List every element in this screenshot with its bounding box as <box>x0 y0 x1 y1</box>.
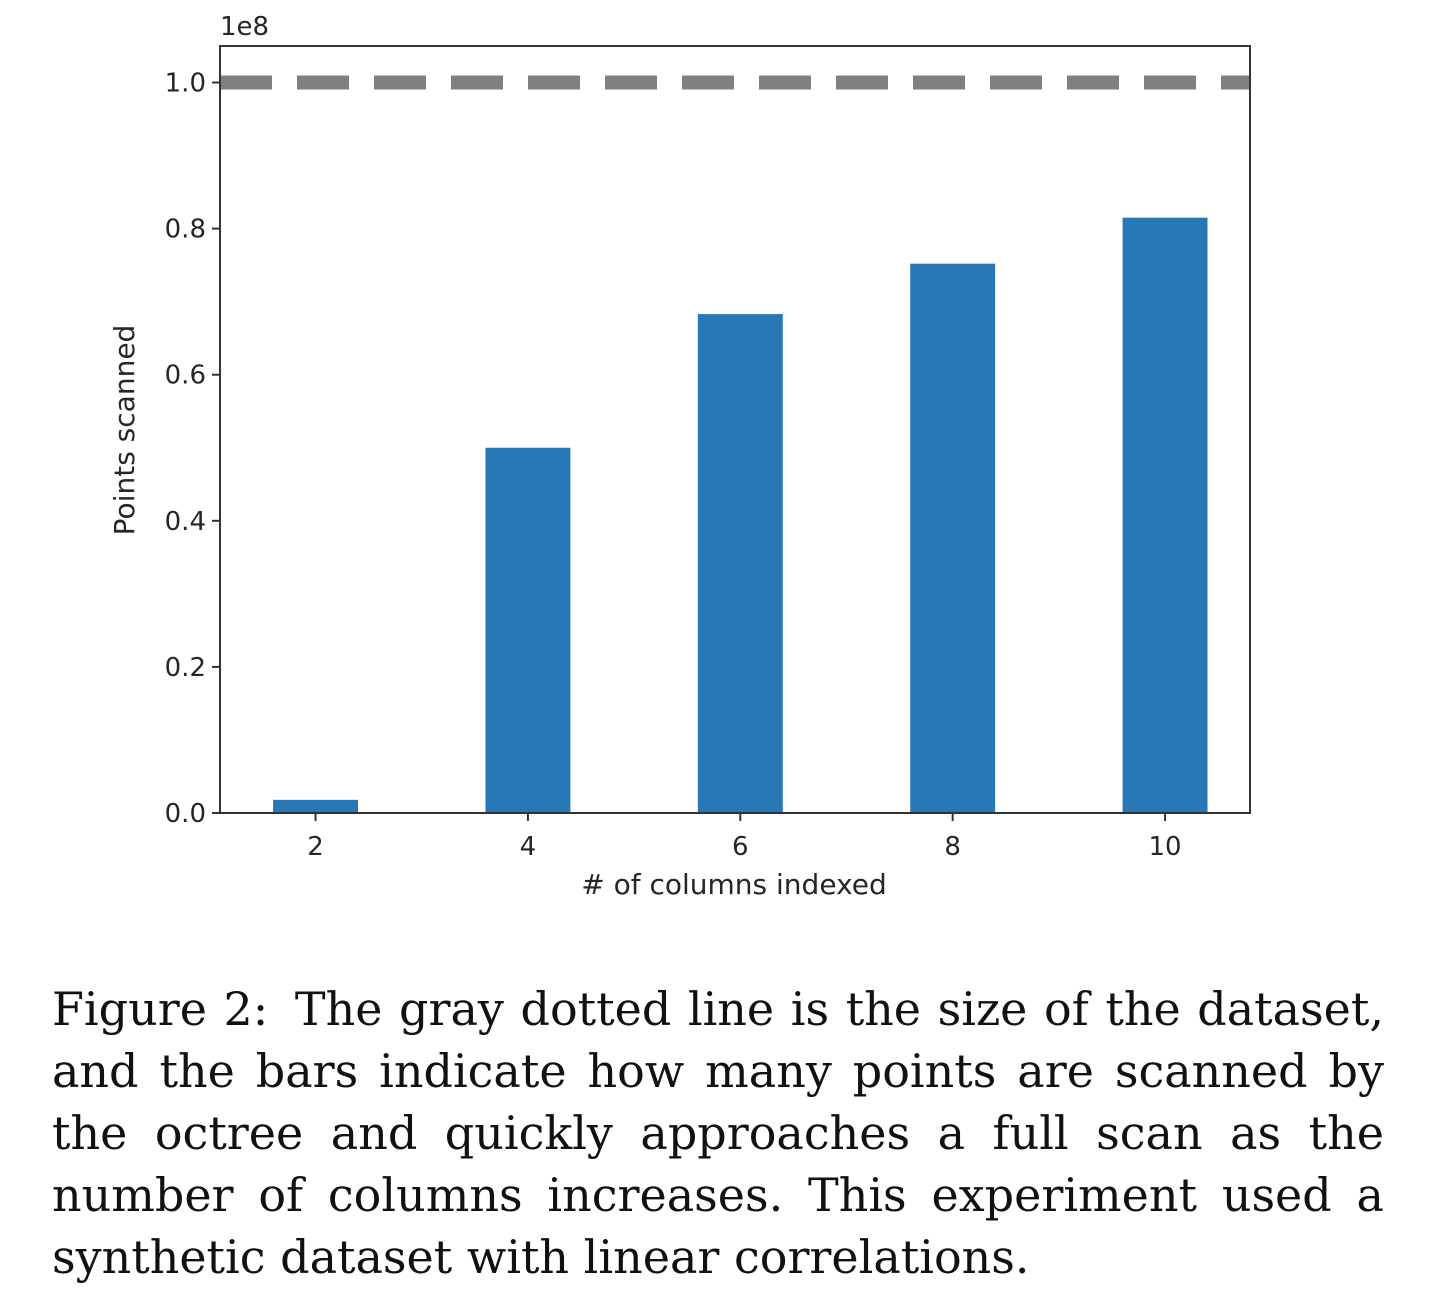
y-tick-label: 0.8 <box>165 215 206 245</box>
x-axis: 2 4 6 8 10 <box>307 813 1182 862</box>
x-tick-label: 10 <box>1149 832 1182 862</box>
y-tick-label: 0.0 <box>165 799 206 829</box>
x-axis-label: # of columns indexed <box>581 868 887 901</box>
y-tick-label: 0.6 <box>165 361 206 391</box>
y-axis: 0.0 0.2 0.4 0.6 0.8 1.0 <box>165 69 220 829</box>
x-tick-label: 4 <box>520 832 537 862</box>
bar-6 <box>697 314 783 813</box>
x-tick-label: 6 <box>732 832 749 862</box>
bar-4 <box>485 447 571 813</box>
bar-8 <box>910 263 996 814</box>
y-tick-label: 0.2 <box>165 653 206 683</box>
y-tick-label: 1.0 <box>165 69 206 99</box>
figure: 0.0 0.2 0.4 0.6 0.8 1.0 2 4 6 8 10 1e8 # of colum… <box>108 12 1251 901</box>
bar-2 <box>273 799 359 813</box>
bars <box>273 217 1208 814</box>
bar-10 <box>1122 217 1208 813</box>
x-tick-label: 8 <box>944 832 961 862</box>
plot-frame <box>219 45 1251 814</box>
y-tick-label: 0.4 <box>165 507 206 537</box>
caption-text: The gray dotted line is the size of the … <box>52 982 1384 1284</box>
figure-caption: Figure 2: The gray dotted line is the si… <box>52 978 1384 1288</box>
x-tick-label: 2 <box>307 832 324 862</box>
bar-chart: 0.0 0.2 0.4 0.6 0.8 1.0 2 4 6 8 10 1e8 # of colum… <box>108 12 1251 901</box>
y-offset-label: 1e8 <box>220 12 269 42</box>
figure-number: Figure 2: <box>52 982 269 1036</box>
y-axis-label: Points scanned <box>108 325 141 536</box>
